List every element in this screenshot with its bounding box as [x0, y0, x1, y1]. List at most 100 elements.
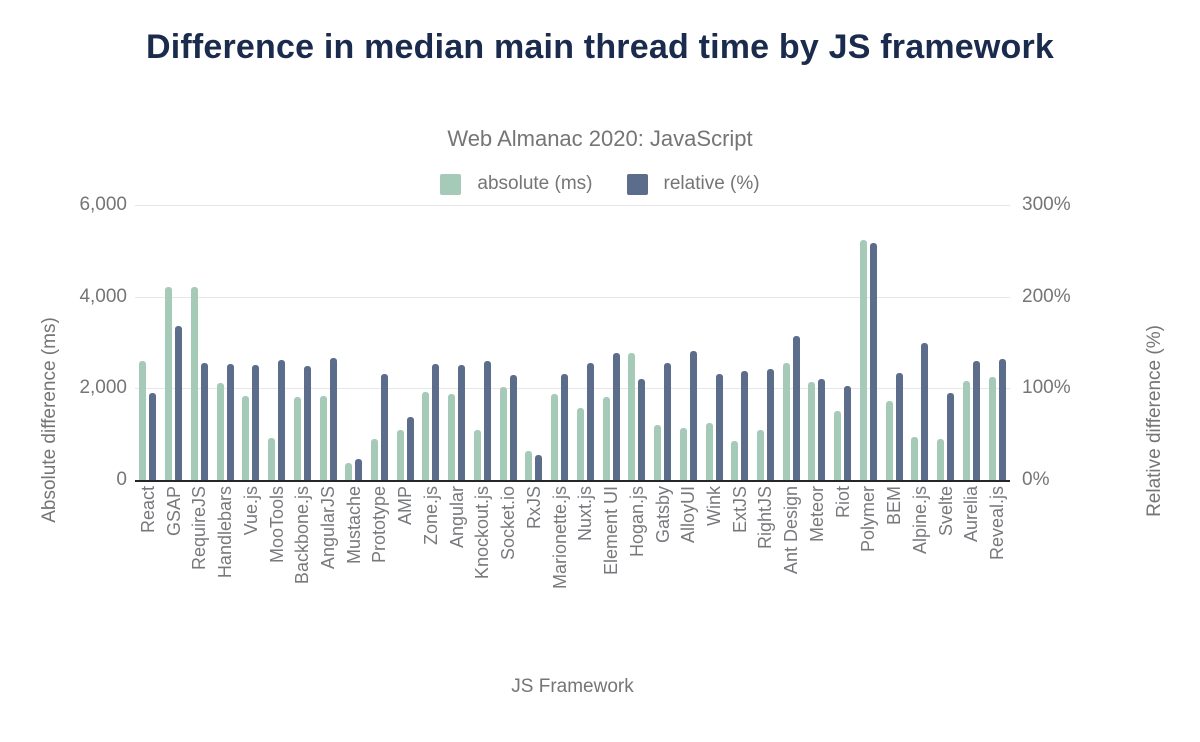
- bar-relative: [612, 353, 620, 480]
- gridline: [135, 297, 1010, 298]
- x-label-cell: Meteor: [804, 486, 830, 636]
- bar-relative: [149, 393, 157, 480]
- bar-group: [701, 205, 727, 480]
- x-label-cell: AlloyUI: [675, 486, 701, 636]
- legend-label-relative: relative (%): [663, 173, 760, 194]
- bar-absolute: [190, 287, 198, 480]
- bar-relative: [715, 374, 723, 480]
- x-label-cell: Socket.io: [495, 486, 521, 636]
- bar-absolute: [731, 441, 739, 480]
- bar-absolute: [551, 394, 559, 480]
- x-category-label: Marionette.js: [549, 486, 570, 590]
- right-axis-title: Relative difference (%): [1144, 325, 1165, 517]
- x-category-label: Handlebars: [215, 486, 236, 579]
- x-category-label: Svelte: [935, 486, 956, 537]
- bar-absolute: [576, 408, 584, 480]
- bar-group: [650, 205, 676, 480]
- x-category-label: Element UI: [601, 486, 622, 576]
- x-category-label: Hogan.js: [626, 486, 647, 558]
- bar-group: [367, 205, 393, 480]
- bar-group: [341, 205, 367, 480]
- bar-group: [521, 205, 547, 480]
- chart-subtitle: Web Almanac 2020: JavaScript: [447, 126, 753, 151]
- bar-absolute: [679, 428, 687, 480]
- plot-area: [135, 205, 1010, 482]
- legend-swatch-relative-icon: [626, 173, 648, 195]
- bar-group: [778, 205, 804, 480]
- bar-group: [907, 205, 933, 480]
- bar-absolute: [602, 397, 610, 480]
- x-label-cell: Reveal.js: [984, 486, 1010, 636]
- x-category-label: Vue.js: [240, 486, 261, 536]
- bar-group: [392, 205, 418, 480]
- x-category-label: GSAP: [163, 486, 184, 537]
- x-axis-title: JS Framework: [511, 676, 634, 697]
- x-label-cell: BEM: [881, 486, 907, 636]
- x-category-label: MooTools: [266, 486, 287, 564]
- x-category-label: Aurelia: [961, 486, 982, 543]
- x-category-label: Mustache: [343, 486, 364, 565]
- bar-absolute: [345, 463, 353, 480]
- x-label-cell: Knockout.js: [470, 486, 496, 636]
- right-axis-tick: 0%: [1022, 469, 1050, 490]
- bar-group: [881, 205, 907, 480]
- bar-absolute: [370, 439, 378, 480]
- left-axis-tick: 2,000: [79, 377, 127, 399]
- bar-absolute: [525, 451, 533, 480]
- bar-relative: [664, 363, 672, 480]
- bar-absolute: [319, 396, 327, 480]
- gridline: [135, 388, 1010, 389]
- bar-relative: [766, 369, 774, 480]
- bar-absolute: [165, 287, 173, 480]
- legend: absolute (ms) relative (%): [0, 173, 1200, 195]
- x-category-label: Meteor: [806, 486, 827, 543]
- bar-group: [470, 205, 496, 480]
- bar-group: [959, 205, 985, 480]
- x-label-cell: Prototype: [367, 486, 393, 636]
- bar-group: [444, 205, 470, 480]
- bar-group: [727, 205, 753, 480]
- bar-absolute: [859, 240, 867, 480]
- bar-relative: [689, 351, 697, 480]
- bar-relative: [792, 336, 800, 480]
- bar-absolute: [139, 361, 147, 480]
- bar-relative: [638, 379, 646, 480]
- bar-relative: [252, 365, 260, 480]
- bar-group: [289, 205, 315, 480]
- bar-absolute: [782, 363, 790, 480]
- bar-group: [135, 205, 161, 480]
- x-label-cell: RxJS: [521, 486, 547, 636]
- bar-absolute: [705, 423, 713, 480]
- bar-relative: [406, 417, 414, 480]
- x-label-cell: Nuxt.js: [572, 486, 598, 636]
- bar-group: [186, 205, 212, 480]
- x-category-label: Riot: [832, 486, 853, 519]
- bar-group: [830, 205, 856, 480]
- x-category-label: AMP: [395, 486, 416, 526]
- bar-relative: [278, 360, 286, 480]
- x-label-cell: Svelte: [933, 486, 959, 636]
- bar-group: [624, 205, 650, 480]
- legend-item-relative: relative (%): [626, 173, 760, 195]
- bar-relative: [947, 393, 955, 480]
- x-category-label: Alpine.js: [909, 486, 930, 555]
- bar-absolute: [988, 377, 996, 480]
- x-label-cell: Vue.js: [238, 486, 264, 636]
- bar-group: [804, 205, 830, 480]
- bar-group: [572, 205, 598, 480]
- bar-group: [598, 205, 624, 480]
- bar-group: [161, 205, 187, 480]
- bar-group: [547, 205, 573, 480]
- bar-relative: [200, 363, 208, 480]
- bar-relative: [329, 358, 337, 480]
- bar-relative: [972, 361, 980, 480]
- x-label-cell: AMP: [392, 486, 418, 636]
- x-label-cell: Wink: [701, 486, 727, 636]
- x-category-label: Socket.io: [498, 486, 519, 561]
- x-axis-labels: React GSAP RequireJS Handlebars Vue.js MooToo…: [135, 486, 1010, 636]
- bar-absolute: [937, 439, 945, 480]
- bar-relative: [432, 364, 440, 480]
- bar-relative: [844, 386, 852, 480]
- bar-absolute: [499, 387, 507, 480]
- bar-group: [984, 205, 1010, 480]
